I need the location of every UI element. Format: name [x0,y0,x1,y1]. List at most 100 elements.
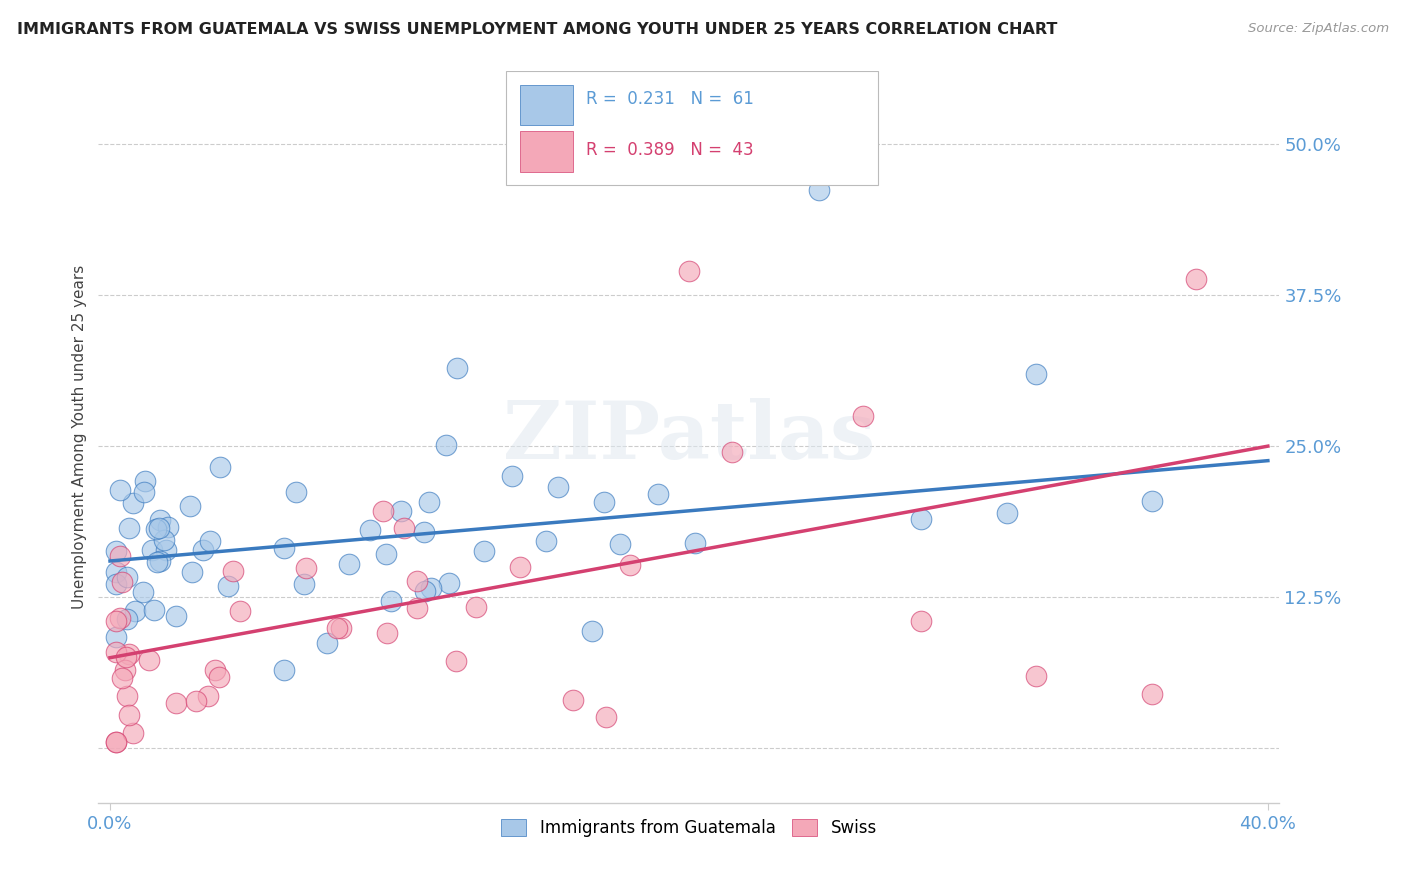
Point [132,585,155,599]
Point [121,496,143,510]
Point [420,582,443,596]
Point [179,500,201,514]
Point [434,438,457,452]
Point [118,521,141,535]
Point [1025,367,1047,381]
Point [418,495,440,509]
Point [337,558,360,572]
Point [595,710,617,724]
FancyBboxPatch shape [506,71,877,185]
FancyBboxPatch shape [520,131,574,171]
Point [1140,687,1163,701]
Point [359,523,381,537]
Point [132,485,155,500]
Text: ZIPatlas: ZIPatlas [503,398,875,476]
Point [295,561,318,575]
Point [1140,493,1163,508]
Y-axis label: Unemployment Among Youth under 25 years: Unemployment Among Youth under 25 years [72,265,87,609]
Point [115,570,138,584]
Point [329,621,352,635]
Point [593,495,616,509]
Point [285,485,308,500]
Point [217,579,239,593]
Point [678,264,700,278]
Point [547,480,569,494]
Point [439,576,461,591]
Point [146,556,169,570]
Point [292,577,315,591]
Point [108,611,131,625]
Point [406,601,429,615]
Point [534,533,557,548]
Point [138,653,160,667]
Point [142,603,165,617]
Point [104,615,127,629]
Point [104,566,127,580]
Text: R =  0.389   N =  43: R = 0.389 N = 43 [586,141,754,159]
Text: R =  0.231   N =  61: R = 0.231 N = 61 [586,90,754,108]
Point [1184,272,1206,286]
Point [273,663,295,677]
Point [501,469,523,483]
Point [115,689,138,703]
Point [200,533,222,548]
Point [373,504,395,518]
Point [995,506,1018,520]
Point [325,621,347,635]
Point [114,663,136,677]
Point [208,460,231,475]
Point [392,521,415,535]
Point [852,409,875,423]
Point [581,624,603,638]
Point [197,689,219,703]
Point [229,604,252,618]
Point [316,635,339,649]
Point [148,521,170,535]
Point [105,645,128,659]
Point [124,604,146,618]
Point [509,560,531,574]
Text: Source: ZipAtlas.com: Source: ZipAtlas.com [1249,22,1389,36]
Point [721,445,744,459]
Point [406,574,429,588]
Point [145,522,167,536]
Point [104,630,127,644]
Point [1025,669,1047,683]
Point [152,533,174,548]
Point [181,566,204,580]
Text: IMMIGRANTS FROM GUATEMALA VS SWISS UNEMPLOYMENT AMONG YOUTH UNDER 25 YEARS CORRE: IMMIGRANTS FROM GUATEMALA VS SWISS UNEMP… [17,22,1057,37]
Point [609,536,631,550]
Point [111,671,134,685]
Point [204,663,226,677]
Point [117,612,139,626]
Point [222,564,245,578]
Point [155,542,177,557]
Point [273,541,295,556]
Point [647,487,669,501]
Point [184,694,207,708]
Point [111,575,134,590]
Point [375,547,398,561]
Point [619,558,641,573]
Point [413,583,436,598]
Point [474,544,496,558]
Point [118,648,141,662]
Point [141,542,163,557]
Point [207,670,229,684]
Point [562,693,585,707]
Point [191,543,214,558]
Point [389,504,412,518]
Point [115,650,138,665]
Point [685,536,707,550]
Point [465,600,488,615]
Point [110,483,132,497]
Point [413,524,436,539]
Point [446,654,468,668]
Legend: Immigrants from Guatemala, Swiss: Immigrants from Guatemala, Swiss [496,814,882,842]
Point [149,513,172,527]
Point [134,475,156,489]
Point [446,360,468,375]
Point [104,543,127,558]
Point [104,735,127,749]
Point [380,594,402,608]
